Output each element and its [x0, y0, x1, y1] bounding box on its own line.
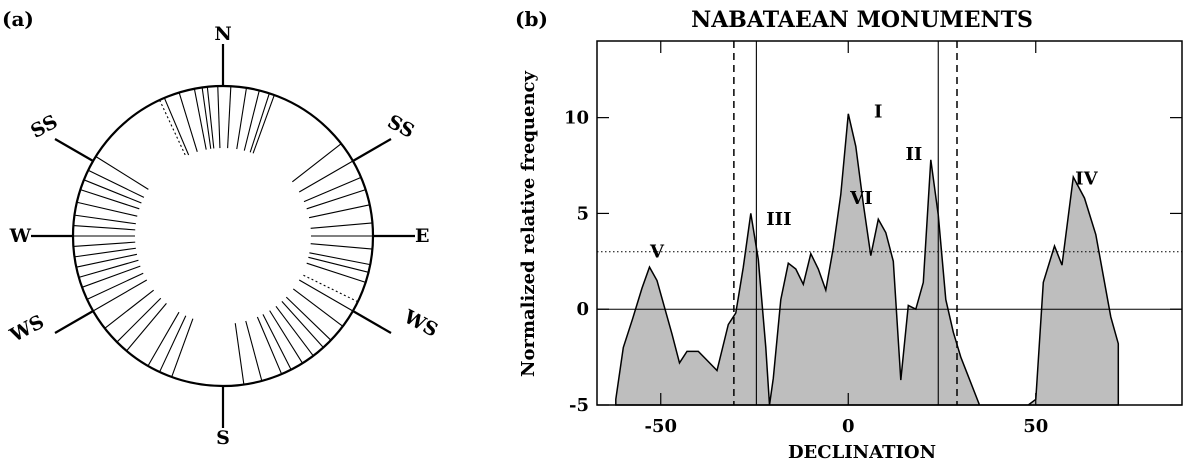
orientation-ray: [92, 279, 148, 312]
orientation-ray: [126, 303, 167, 352]
y-tick-label: 0: [576, 299, 589, 320]
orientation-ray: [217, 86, 221, 149]
label-southwest: WS: [6, 311, 48, 347]
orientation-ray: [275, 305, 314, 357]
orientation-ray: [178, 92, 198, 153]
orientation-ray: [249, 93, 270, 153]
y-tick-label: 5: [576, 203, 589, 224]
orientation-ray: [73, 224, 136, 231]
x-tick-label: -50: [644, 416, 677, 437]
peak-label: VI: [849, 188, 872, 209]
peak-label: I: [874, 102, 882, 123]
compass-spoke-northeast: [352, 138, 392, 162]
orientation-ray: [292, 143, 342, 183]
reference-lines: [733, 41, 958, 405]
compass-spoke-southeast: [352, 310, 392, 334]
label-southeast: WS: [399, 305, 441, 341]
frequency-area: [615, 113, 1120, 406]
orientation-ray: [87, 169, 145, 198]
orientation-ray: [298, 279, 354, 312]
orientation-ray: [147, 311, 180, 367]
label-east: E: [415, 225, 429, 247]
orientation-ray: [104, 289, 154, 329]
orientation-ray: [206, 86, 215, 149]
orientation-ray: [269, 310, 303, 364]
orientation-ray-dotted: [159, 99, 187, 157]
orientation-ray: [306, 262, 366, 283]
orientation-ray: [80, 189, 140, 210]
y-axis-title: Normalized relative frequency: [518, 70, 539, 376]
label-west: W: [9, 225, 32, 247]
orientation-ray: [292, 288, 344, 327]
peak-label: III: [766, 209, 791, 230]
label-northeast: SS: [384, 111, 418, 143]
orientation-ray: [163, 97, 190, 156]
orientation-ray: [306, 189, 366, 210]
orientation-ray: [76, 253, 138, 268]
orientation-ray: [171, 318, 194, 378]
orientation-ray: [236, 87, 248, 150]
orientation-ray: [78, 259, 139, 278]
orientation-ray: [159, 315, 187, 373]
x-axis-title: DECLINATION: [788, 442, 936, 463]
x-tick-label: 50: [1023, 416, 1048, 437]
peak-label: IV: [1075, 169, 1098, 190]
chart-title: NABATAEAN MONUMENTS: [691, 7, 1033, 33]
orientation-rays: [73, 86, 373, 385]
orientation-ray: [73, 241, 136, 248]
orientation-ray: [308, 204, 370, 219]
orientation-ray: [74, 214, 136, 225]
orientation-ray: [262, 314, 292, 370]
label-northwest: SS: [27, 111, 61, 143]
compass-spoke-northwest: [54, 138, 94, 162]
orientation-ray: [74, 247, 136, 258]
peak-label: II: [905, 144, 922, 165]
orientation-ray: [308, 256, 369, 273]
orientation-ray: [76, 201, 138, 217]
x-tick-label: 0: [842, 416, 855, 437]
panel-b-label: (b): [515, 7, 548, 31]
plot-frame: [596, 40, 1183, 406]
label-south: S: [216, 427, 230, 449]
orientation-ray: [309, 252, 371, 266]
orientation-ray: [256, 316, 283, 375]
orientation-ray: [281, 301, 324, 348]
orientation-ray: [298, 160, 354, 193]
orientation-ray: [83, 179, 142, 204]
orientation-ray: [95, 156, 149, 190]
orientation-ray: [243, 90, 260, 151]
label-north: N: [214, 23, 231, 45]
orientation-ray: [252, 94, 275, 154]
y-tick-label: -5: [569, 395, 589, 416]
panel-a: (a) N E S W SS SS WS WS: [2, 7, 441, 449]
compass-spoke-southwest: [54, 310, 94, 334]
orientation-ray: [86, 272, 144, 300]
orientation-ray-dotted: [301, 274, 359, 303]
orientation-ray: [285, 296, 332, 341]
orientation-ray: [310, 222, 373, 229]
compass-spokes: [31, 44, 415, 428]
orientation-ray: [245, 320, 263, 382]
y-tick-label: 10: [564, 108, 589, 129]
orientation-ray: [81, 265, 141, 288]
orientation-ray: [227, 86, 232, 149]
panel-a-label: (a): [2, 7, 34, 31]
orientation-ray: [234, 323, 245, 385]
orientation-ray: [303, 176, 362, 203]
orientation-ray: [201, 87, 212, 149]
peak-label: V: [649, 241, 665, 262]
orientation-ray: [116, 297, 162, 343]
orientation-ray: [193, 88, 207, 150]
orientation-ray: [310, 243, 373, 250]
